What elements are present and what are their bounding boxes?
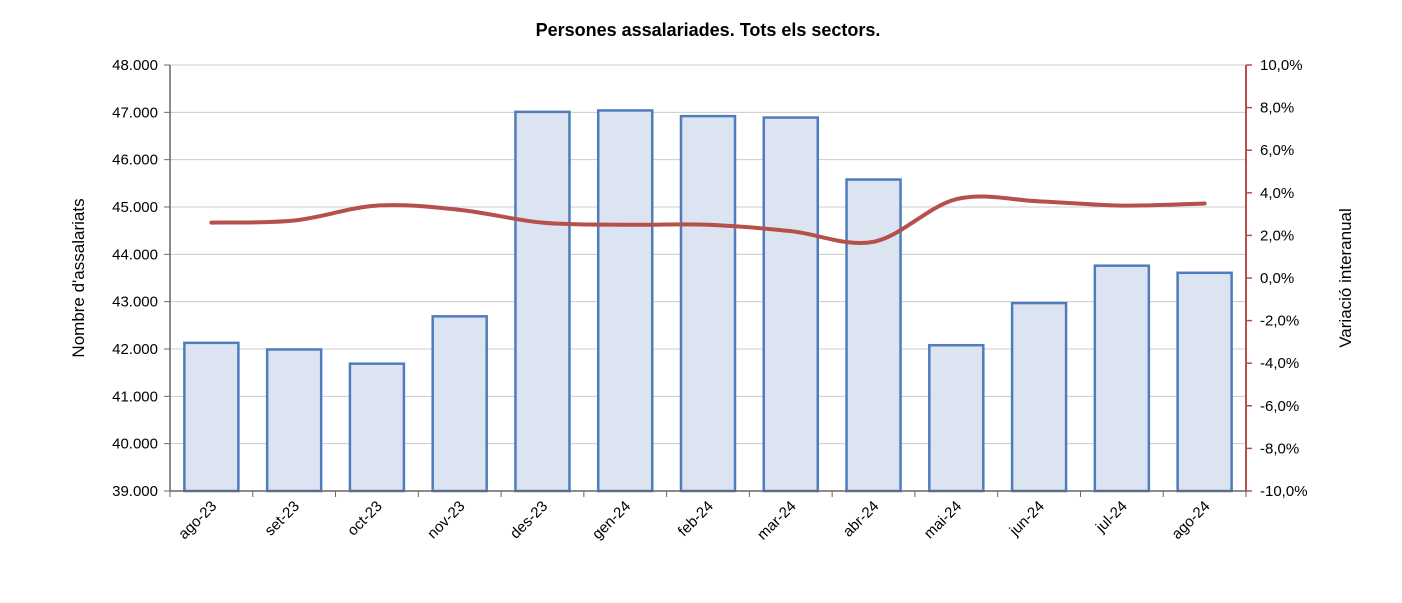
y-tick-label: 44.000 xyxy=(112,246,158,263)
y-tick-label: 45.000 xyxy=(112,199,158,216)
y2-tick-label: -8,0% xyxy=(1260,440,1299,457)
x-tick-label: gen-24 xyxy=(589,498,634,543)
x-tick-label: ago-23 xyxy=(175,498,220,543)
bar xyxy=(1093,264,1151,493)
y-tick-label: 42.000 xyxy=(112,341,158,358)
y2-tick-label: 10,0% xyxy=(1260,57,1303,74)
y-tick-label: 43.000 xyxy=(112,294,158,311)
bar xyxy=(1176,271,1233,493)
bar-series xyxy=(183,109,1233,493)
line-series xyxy=(209,194,1207,245)
y2-tick-label: 4,0% xyxy=(1260,185,1294,202)
x-tick-label: nov-23 xyxy=(424,498,468,542)
y2-tick-label: 2,0% xyxy=(1260,227,1294,244)
bar xyxy=(679,114,737,493)
x-tick-label: feb-24 xyxy=(675,498,717,540)
y2-tick-label: -4,0% xyxy=(1260,355,1299,372)
y-axis-title: Nombre d'assalariats xyxy=(69,198,88,357)
bar xyxy=(183,341,240,493)
y2-tick-label: -6,0% xyxy=(1260,398,1299,415)
x-tick-label: jul-24 xyxy=(1092,498,1131,537)
y2-axis-title: Variació interanual xyxy=(1336,208,1355,348)
bar xyxy=(1010,301,1068,493)
x-tick-label: mar-24 xyxy=(754,498,800,544)
y-tick-label: 39.000 xyxy=(112,483,158,500)
x-tick-label: oct-23 xyxy=(344,498,386,540)
y2-tick-label: 0,0% xyxy=(1260,270,1294,287)
bar xyxy=(514,110,571,493)
x-tick-label: mai-24 xyxy=(921,498,965,542)
y2-tick-label: -10,0% xyxy=(1260,483,1308,500)
y2-tick-label: -2,0% xyxy=(1260,313,1299,330)
bar xyxy=(348,362,406,493)
y-tick-label: 46.000 xyxy=(112,152,158,169)
y2-tick-label: 8,0% xyxy=(1260,100,1294,117)
chart-title: Persones assalariades. Tots els sectors. xyxy=(536,20,881,40)
variation-line xyxy=(209,194,1207,245)
bar xyxy=(596,109,654,493)
x-tick-label: des-23 xyxy=(507,498,551,542)
bar xyxy=(762,116,820,493)
bar xyxy=(265,348,323,493)
x-tick-label: abr-24 xyxy=(840,498,883,541)
y-tick-label: 41.000 xyxy=(112,388,158,405)
x-tick-label: jun-24 xyxy=(1006,498,1048,540)
y-tick-label: 47.000 xyxy=(112,104,158,121)
bar xyxy=(845,178,902,493)
y2-tick-label: 6,0% xyxy=(1260,142,1294,159)
bar xyxy=(431,315,488,493)
y-tick-label: 48.000 xyxy=(112,57,158,74)
x-tick-label: set-23 xyxy=(261,498,303,540)
x-tick-label: ago-24 xyxy=(1168,498,1213,543)
y-tick-label: 40.000 xyxy=(112,436,158,453)
bar xyxy=(928,343,985,493)
